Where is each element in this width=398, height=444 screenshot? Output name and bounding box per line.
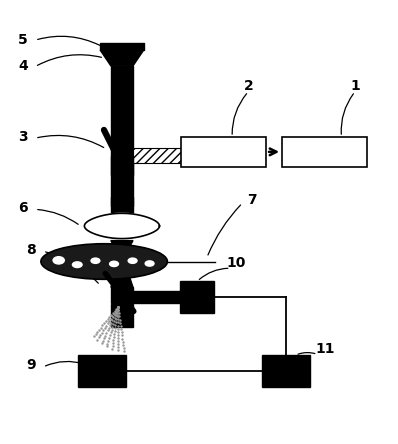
Bar	[282, 137, 367, 166]
Polygon shape	[84, 213, 160, 238]
Text: 1: 1	[350, 79, 360, 93]
Bar	[111, 304, 133, 327]
Bar	[180, 281, 214, 313]
Bar	[111, 287, 133, 303]
Ellipse shape	[90, 258, 101, 264]
Bar	[111, 66, 133, 174]
Ellipse shape	[41, 244, 168, 279]
Polygon shape	[100, 50, 144, 66]
Bar	[181, 137, 266, 166]
Ellipse shape	[72, 261, 83, 268]
Bar	[100, 43, 144, 50]
Ellipse shape	[127, 258, 138, 264]
Bar	[133, 148, 181, 163]
Text: 2: 2	[244, 79, 253, 93]
Ellipse shape	[144, 260, 155, 267]
Text: 11: 11	[316, 342, 335, 356]
Bar	[111, 155, 133, 206]
Text: 6: 6	[18, 201, 28, 215]
Polygon shape	[111, 241, 133, 258]
Text: 7: 7	[248, 193, 257, 207]
Text: 5: 5	[18, 33, 28, 47]
Bar	[262, 355, 310, 387]
Bar	[111, 197, 133, 213]
Polygon shape	[111, 258, 133, 287]
Text: 3: 3	[18, 130, 28, 144]
Text: 9: 9	[26, 358, 36, 372]
Bar	[78, 355, 126, 387]
Bar	[133, 291, 180, 303]
Ellipse shape	[53, 256, 65, 265]
Text: 8: 8	[26, 243, 36, 257]
Ellipse shape	[109, 261, 119, 267]
Text: 10: 10	[227, 257, 246, 270]
Text: 4: 4	[18, 59, 28, 73]
